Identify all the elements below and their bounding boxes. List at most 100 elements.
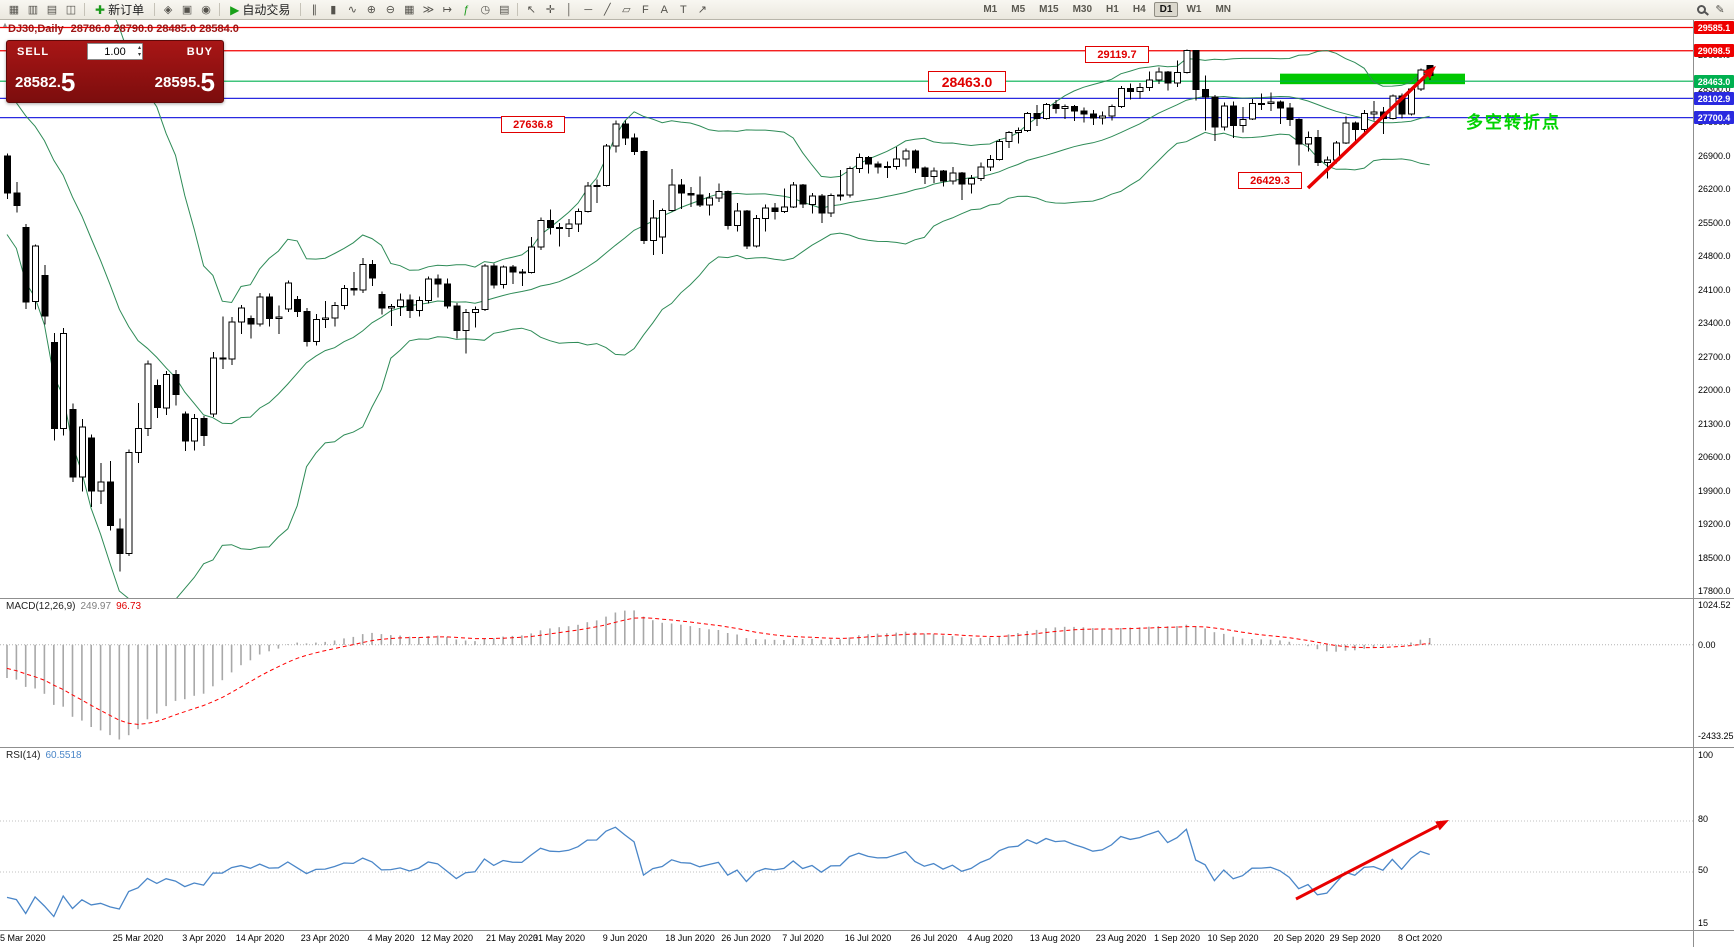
bollinger-middle-band[interactable] bbox=[6, 94, 1430, 425]
price-axis-label: 19200.0 bbox=[1698, 519, 1731, 529]
buy-button[interactable]: BUY bbox=[186, 45, 213, 58]
timeframe-w1[interactable]: W1 bbox=[1186, 4, 1202, 15]
date-label: 20 Sep 2020 bbox=[1273, 933, 1325, 943]
new-chart-icon[interactable]: ▦ bbox=[8, 4, 20, 16]
price-axis-label: 19900.0 bbox=[1698, 486, 1731, 496]
date-label: 18 Jun 2020 bbox=[665, 933, 715, 943]
data-window-icon[interactable]: ◫ bbox=[65, 4, 77, 16]
autotrade-button[interactable]: ▶ 自动交易 bbox=[224, 2, 296, 18]
date-label: 3 Apr 2020 bbox=[182, 933, 226, 943]
price-axis-label: 28300.0 bbox=[1698, 84, 1731, 94]
cursor-icon[interactable]: ↖ bbox=[526, 4, 536, 16]
navigator-icon[interactable]: ◈ bbox=[163, 4, 173, 16]
price-annotation-29119[interactable]: 29119.7 bbox=[1085, 46, 1149, 63]
auto-scroll-icon[interactable]: ≫ bbox=[422, 4, 435, 16]
timeframe-toolbar: M1 M5 M15 M30 H1 H4 D1 W1 MN bbox=[977, 2, 1237, 17]
macd-axis-label: -2433.25 bbox=[1698, 731, 1734, 741]
profiles-icon[interactable]: ▥ bbox=[27, 4, 39, 16]
date-label: 13 Aug 2020 bbox=[1029, 933, 1081, 943]
arrows-icon[interactable]: ↗ bbox=[697, 4, 707, 16]
bollinger-upper-band[interactable] bbox=[7, 20, 1430, 304]
new-order-button[interactable]: ✚ 新订单 bbox=[89, 2, 150, 18]
price-axis-label: 20600.0 bbox=[1698, 452, 1731, 462]
label-icon[interactable]: T bbox=[679, 3, 687, 16]
volume-input[interactable]: 1.00 ▴ ▾ bbox=[87, 43, 143, 60]
price-annotation-28463[interactable]: 28463.0 bbox=[928, 71, 1006, 92]
macd-panel[interactable] bbox=[0, 599, 1693, 747]
trend-arrow[interactable] bbox=[1306, 66, 1436, 190]
volume-up-button[interactable]: ▴ bbox=[137, 45, 141, 51]
volume-value: 1.00 bbox=[104, 45, 126, 58]
volume-down-button[interactable]: ▾ bbox=[137, 52, 141, 58]
toolbar-separator bbox=[84, 3, 85, 16]
date-axis[interactable]: 5 Mar 2020 25 Mar 2020 3 Apr 2020 14 Apr 20… bbox=[0, 932, 1734, 947]
pencil-icon[interactable]: ✎ bbox=[1715, 4, 1725, 16]
timeframe-m15[interactable]: M15 bbox=[1039, 4, 1059, 15]
bollinger-lower-band[interactable] bbox=[6, 131, 1430, 598]
crosshair-icon[interactable]: ✛ bbox=[545, 4, 555, 16]
zoom-in-icon[interactable]: ⊕ bbox=[366, 4, 376, 16]
price-axis-label: 21300.0 bbox=[1698, 419, 1731, 429]
price-axis-label: 18500.0 bbox=[1698, 553, 1731, 563]
panel-separator[interactable] bbox=[0, 598, 1734, 599]
vertical-line-icon[interactable]: │ bbox=[565, 3, 573, 16]
timeframe-m1[interactable]: M1 bbox=[983, 4, 998, 15]
macd-histogram bbox=[6, 610, 1431, 740]
price-axis-label: 17800.0 bbox=[1698, 586, 1731, 596]
main-chart[interactable] bbox=[0, 20, 1693, 598]
timeframe-d1[interactable]: D1 bbox=[1153, 2, 1179, 17]
date-label: 29 Sep 2020 bbox=[1329, 933, 1381, 943]
terminal-icon[interactable]: ▣ bbox=[181, 4, 193, 16]
strategy-tester-icon[interactable]: ◉ bbox=[201, 4, 211, 16]
periods-icon[interactable]: ◷ bbox=[480, 4, 491, 16]
date-label: 21 May 2020 bbox=[485, 933, 539, 943]
indicators-icon[interactable]: ƒ bbox=[463, 3, 470, 16]
rsi-axis-label: 15 bbox=[1698, 918, 1709, 928]
market-watch-icon[interactable]: ▤ bbox=[46, 4, 58, 16]
search-icon[interactable] bbox=[1692, 2, 1710, 18]
macd-axis-label: 0.00 bbox=[1698, 640, 1716, 650]
date-label: 5 Mar 2020 bbox=[0, 933, 46, 943]
new-order-button-label: 新订单 bbox=[108, 3, 145, 17]
date-label: 9 Jun 2020 bbox=[602, 933, 648, 943]
chart-shift-icon[interactable]: ↦ bbox=[442, 4, 452, 16]
one-click-collapse-toggle[interactable]: ▴ bbox=[3, 20, 8, 29]
trendline-icon[interactable]: ╱ bbox=[604, 4, 611, 16]
volume-spinner: ▴ ▾ bbox=[138, 45, 141, 59]
text-icon[interactable]: A bbox=[660, 3, 668, 16]
price-axis-border bbox=[1693, 20, 1694, 947]
price-tag-27700.4: 27700.4 bbox=[1694, 111, 1734, 124]
rsi-trend-arrow[interactable] bbox=[1295, 820, 1449, 901]
fibonacci-icon[interactable]: F bbox=[641, 3, 649, 16]
panel-separator[interactable] bbox=[0, 930, 1734, 931]
price-annotation-26429[interactable]: 26429.3 bbox=[1238, 172, 1302, 189]
turning-point-note[interactable]: 多空转折点 bbox=[1466, 113, 1561, 132]
rsi-panel[interactable] bbox=[0, 748, 1693, 930]
bar-chart-icon[interactable]: ∥ bbox=[311, 4, 318, 16]
one-click-trading-panel: SELL 1.00 ▴ ▾ BUY 28582. 5 28595. 5 bbox=[6, 40, 224, 103]
zoom-out-icon[interactable]: ⊖ bbox=[385, 4, 395, 16]
date-label: 10 Sep 2020 bbox=[1207, 933, 1259, 943]
timeframe-m30[interactable]: M30 bbox=[1072, 4, 1093, 15]
horizontal-line-icon[interactable]: ─ bbox=[584, 3, 593, 16]
price-axis-label: 26900.0 bbox=[1698, 151, 1731, 161]
symbol-period-label: DJ30,Daily bbox=[8, 23, 64, 35]
panel-separator[interactable] bbox=[0, 747, 1734, 748]
macd-main-value: 249.97 bbox=[80, 601, 112, 612]
line-chart-icon[interactable]: ∿ bbox=[347, 4, 357, 16]
timeframe-mn[interactable]: MN bbox=[1215, 4, 1231, 15]
sell-price[interactable]: 28582. 5 bbox=[7, 62, 86, 102]
channel-icon[interactable]: ▱ bbox=[622, 4, 631, 16]
sell-button[interactable]: SELL bbox=[17, 45, 50, 58]
date-label: 25 Mar 2020 bbox=[112, 933, 164, 943]
timeframe-h1[interactable]: H1 bbox=[1106, 4, 1119, 15]
templates-icon[interactable]: ▤ bbox=[499, 4, 510, 16]
price-annotation-27636[interactable]: 27636.8 bbox=[501, 116, 565, 133]
support-zone-rect[interactable] bbox=[1280, 73, 1465, 85]
buy-price[interactable]: 28595. 5 bbox=[144, 62, 223, 102]
sell-price-pip: 5 bbox=[60, 67, 76, 97]
tile-windows-icon[interactable]: ▦ bbox=[404, 4, 415, 16]
timeframe-m5[interactable]: M5 bbox=[1011, 4, 1026, 15]
candlestick-chart-icon[interactable]: ▮ bbox=[330, 4, 337, 16]
timeframe-h4[interactable]: H4 bbox=[1132, 4, 1146, 15]
